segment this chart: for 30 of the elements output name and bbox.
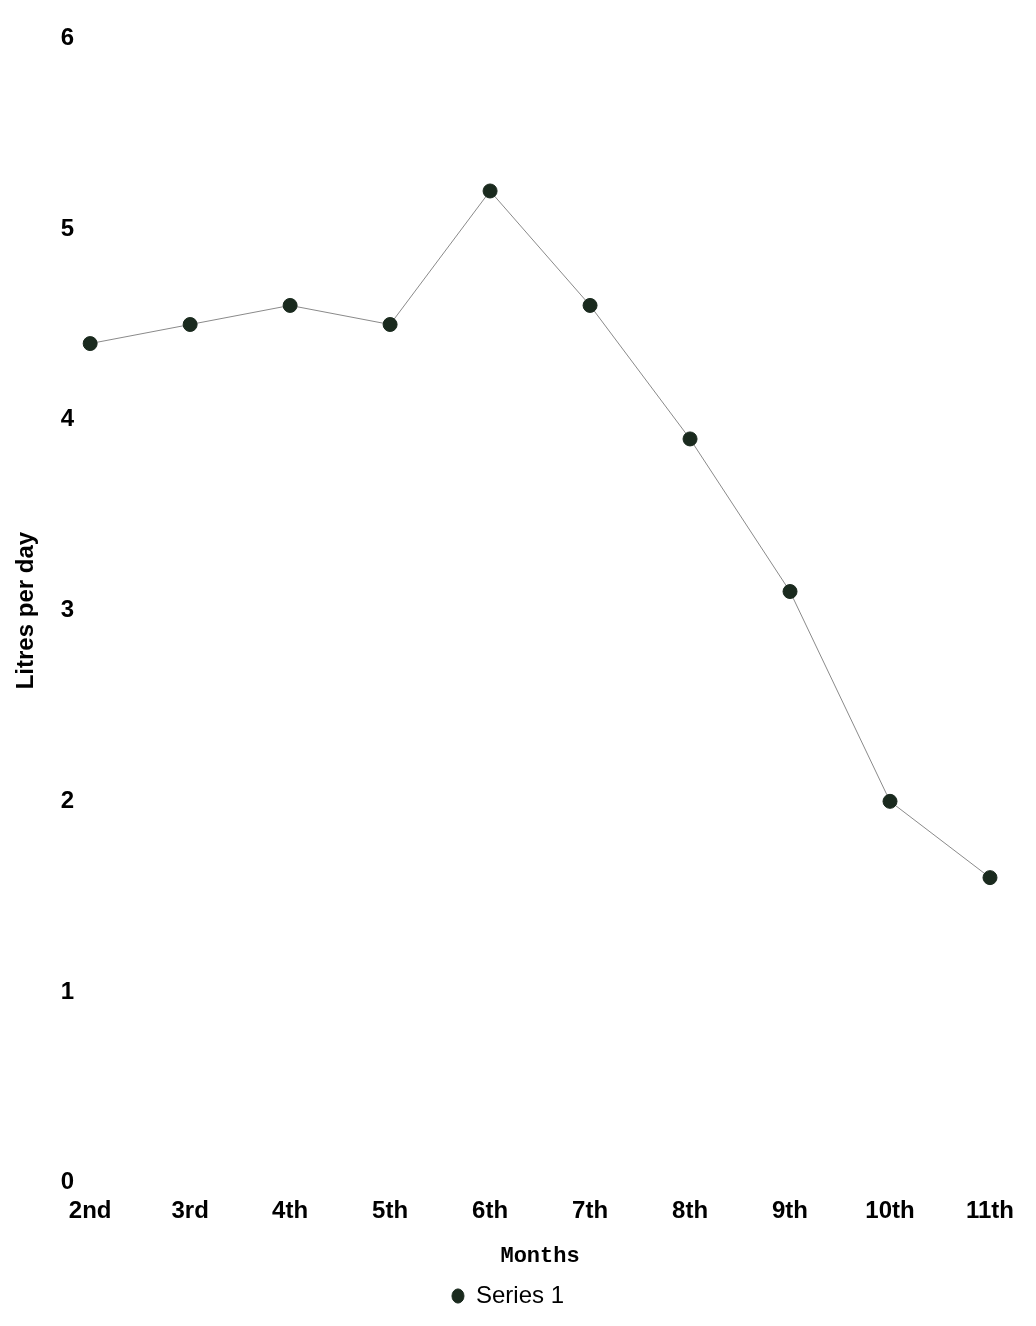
y-tick-label: 5 bbox=[60, 213, 75, 241]
y-tick-label: 3 bbox=[60, 595, 75, 623]
x-tick-label: 2nd bbox=[68, 1195, 112, 1223]
x-tick-label: 9th bbox=[772, 1195, 809, 1223]
point bbox=[482, 183, 498, 199]
point bbox=[182, 317, 198, 332]
x-tick-label: 11th bbox=[965, 1195, 1014, 1223]
x-tick-label: 3rd bbox=[171, 1195, 209, 1223]
y-tick-label: 6 bbox=[60, 23, 75, 51]
point bbox=[682, 431, 698, 447]
x-tick-label: 8th bbox=[672, 1195, 709, 1223]
x-tick-label: 10th bbox=[865, 1195, 915, 1223]
y-tick-label: 1 bbox=[60, 976, 75, 1004]
x-tick-label: 5th bbox=[372, 1195, 409, 1223]
point bbox=[582, 297, 598, 313]
point bbox=[882, 793, 898, 809]
y-axis-title: Litres per day bbox=[11, 531, 39, 690]
point bbox=[382, 317, 398, 332]
x-tick-label: 4th bbox=[272, 1195, 309, 1223]
y-tick-label: 0 bbox=[60, 1167, 75, 1195]
y-tick-label: 2 bbox=[60, 785, 75, 813]
point bbox=[82, 336, 98, 352]
y-tick-label: 4 bbox=[60, 404, 75, 432]
legend-label: Series 1 bbox=[475, 1280, 565, 1308]
x-tick-label: 6th bbox=[472, 1195, 509, 1223]
point bbox=[982, 870, 998, 886]
x-axis-title: Months bbox=[500, 1244, 580, 1270]
x-tick-label: 7th bbox=[572, 1195, 609, 1223]
point bbox=[782, 584, 798, 600]
point bbox=[282, 297, 298, 313]
